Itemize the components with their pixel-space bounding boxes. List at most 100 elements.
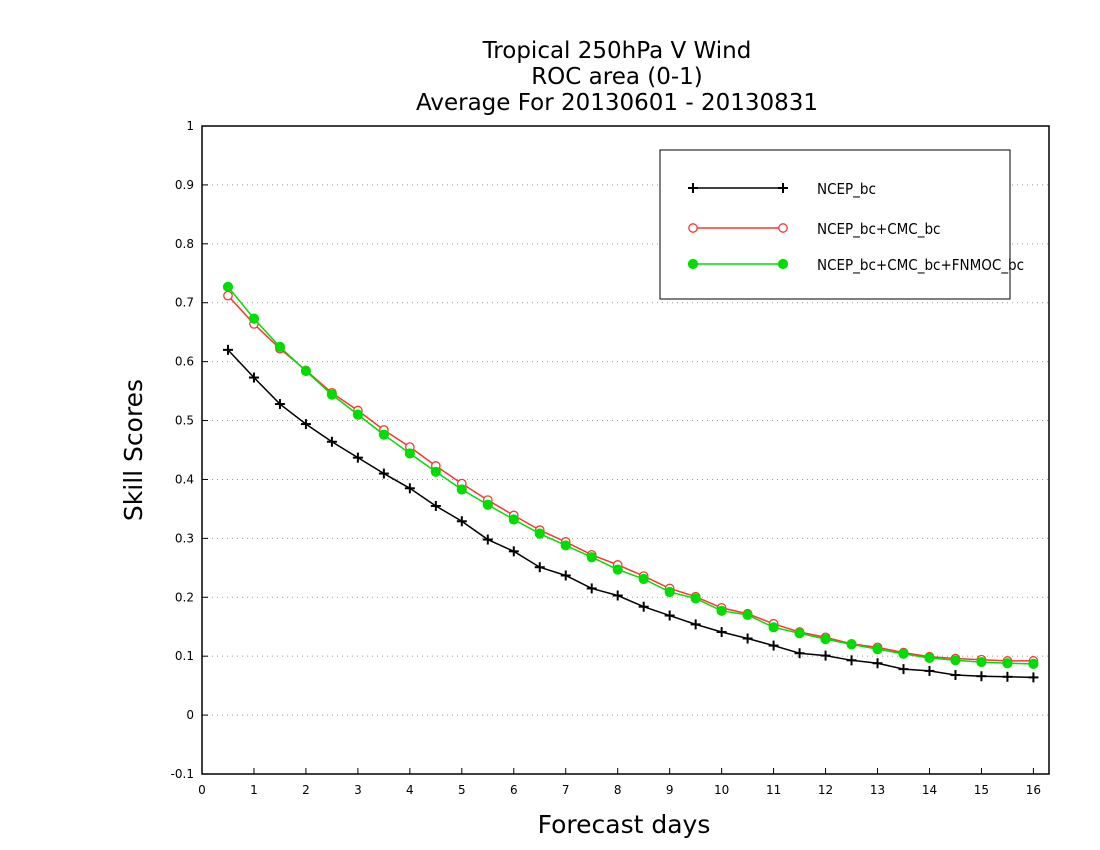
x-tick-label: 0 xyxy=(198,783,206,797)
data-point xyxy=(300,365,312,377)
data-point xyxy=(222,281,234,292)
chart-title: Tropical 250hPa V Wind ROC area (0-1) Av… xyxy=(416,38,818,116)
x-axis-label: Forecast days xyxy=(538,810,711,839)
data-point xyxy=(716,627,727,638)
x-tick-label: 4 xyxy=(406,783,414,797)
data-point xyxy=(768,622,779,633)
data-point xyxy=(924,652,935,664)
data-point xyxy=(534,562,545,573)
y-tick-label: 0.7 xyxy=(175,296,194,310)
legend-item: NCEP_bc+CMC_bc+FNMOC_bc xyxy=(687,256,1024,275)
data-point xyxy=(794,628,805,639)
data-point xyxy=(378,468,389,479)
data-point xyxy=(638,573,649,585)
data-point xyxy=(872,644,883,655)
x-tick-label: 6 xyxy=(510,783,518,797)
data-point xyxy=(638,601,649,612)
y-tick-label: 0.6 xyxy=(175,355,194,369)
data-point xyxy=(742,609,753,621)
x-tick-label: 3 xyxy=(354,783,362,797)
data-point xyxy=(1028,672,1039,683)
title-line-3: Average For 20130601 - 20130831 xyxy=(416,90,818,116)
legend-label: NCEP_bc+CMC_bc xyxy=(817,220,940,239)
x-tick-label: 15 xyxy=(974,783,989,797)
y-tick-label: 1 xyxy=(186,119,194,133)
data-point xyxy=(352,409,363,420)
title-line-1: Tropical 250hPa V Wind xyxy=(482,38,752,64)
x-tick-label: 13 xyxy=(870,783,885,797)
legend-label: NCEP_bc xyxy=(817,180,876,199)
x-tick-label: 8 xyxy=(614,783,622,797)
data-point xyxy=(950,655,961,666)
data-point xyxy=(456,516,467,527)
x-tick-label: 16 xyxy=(1026,783,1041,797)
data-point xyxy=(274,399,285,410)
data-point xyxy=(690,619,701,630)
data-point xyxy=(820,633,831,645)
data-point xyxy=(430,500,441,511)
data-point xyxy=(846,639,857,650)
data-point xyxy=(456,484,467,495)
data-point xyxy=(248,313,260,324)
data-point xyxy=(274,341,286,353)
data-point xyxy=(586,583,597,594)
y-tick-label: 0.8 xyxy=(175,237,194,251)
data-series xyxy=(222,281,1039,683)
y-tick-label: 0 xyxy=(186,708,194,722)
y-tick-label: 0.1 xyxy=(175,649,194,663)
title-line-2: ROC area (0-1) xyxy=(531,64,703,90)
x-tick-label: 7 xyxy=(562,783,570,797)
y-tick-label: 0.9 xyxy=(175,178,194,192)
data-point xyxy=(326,389,338,400)
y-tick-label: 0.2 xyxy=(175,590,194,604)
data-point xyxy=(404,448,415,459)
data-point xyxy=(482,499,493,510)
legend-marker xyxy=(688,183,698,193)
x-tick-label: 1 xyxy=(250,783,258,797)
x-tick-label: 9 xyxy=(666,783,674,797)
data-point xyxy=(1002,671,1013,682)
legend-marker xyxy=(778,223,788,233)
x-tick-label: 10 xyxy=(714,783,729,797)
data-point xyxy=(378,429,389,440)
data-point xyxy=(326,436,337,447)
data-point xyxy=(820,650,831,661)
data-point xyxy=(664,586,675,598)
x-tick-label: 14 xyxy=(922,783,937,797)
data-point xyxy=(898,664,909,675)
data-point xyxy=(976,656,987,668)
data-point xyxy=(742,633,753,644)
data-point xyxy=(898,648,909,659)
y-tick-label: 0.4 xyxy=(175,472,194,486)
x-tick-label: 5 xyxy=(458,783,466,797)
data-point xyxy=(1002,658,1013,669)
series-3 xyxy=(222,281,1039,669)
data-point xyxy=(612,564,623,575)
y-tick-label: -0.1 xyxy=(171,767,194,781)
data-point xyxy=(222,344,233,355)
legend-marker xyxy=(777,258,789,270)
legend: NCEP_bc NCEP_bc+CMC_bc NCEP_bc+CMC_bc+FNMO… xyxy=(659,149,1024,300)
data-point xyxy=(976,671,987,682)
data-point xyxy=(716,605,727,616)
plot-frame xyxy=(201,125,1050,775)
data-point xyxy=(560,570,571,581)
data-point xyxy=(482,534,493,545)
legend-marker xyxy=(778,183,788,193)
data-point xyxy=(612,590,623,601)
data-point xyxy=(794,648,805,659)
legend-label: NCEP_bc+CMC_bc+FNMOC_bc xyxy=(817,256,1024,275)
data-point xyxy=(846,655,857,666)
legend-box xyxy=(659,149,1011,300)
x-tick-label: 2 xyxy=(302,783,310,797)
legend-item: NCEP_bc+CMC_bc xyxy=(688,220,940,239)
data-point xyxy=(300,419,311,430)
data-point xyxy=(924,665,935,676)
data-point xyxy=(352,452,363,463)
data-point xyxy=(248,372,259,383)
series-1 xyxy=(222,344,1039,683)
legend-marker xyxy=(688,223,698,233)
data-point xyxy=(560,540,571,551)
